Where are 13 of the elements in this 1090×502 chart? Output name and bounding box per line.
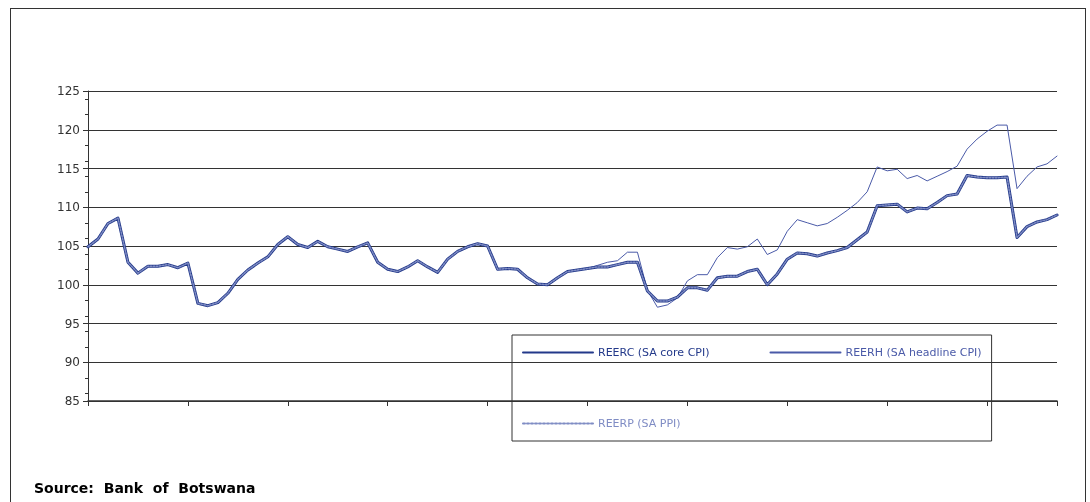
y-tick-label: 115 <box>57 161 80 176</box>
text: REERH (SA headline CPI) <box>845 346 982 359</box>
y-tick-label: 85 <box>64 394 80 408</box>
y-tick-label: 120 <box>57 122 80 137</box>
y-tick-label: 90 <box>64 355 80 370</box>
source-note: Source: Bank of Botswana <box>34 480 256 496</box>
text: REERP (SA PPI) <box>598 417 681 430</box>
y-tick-label: 110 <box>57 200 80 215</box>
text: REERC (SA core CPI) <box>598 346 710 359</box>
y-tick-label: 125 <box>57 84 80 98</box>
y-tick-label: 105 <box>57 239 80 253</box>
y-tick-label: 95 <box>64 316 80 331</box>
y-tick-label: 100 <box>57 277 80 292</box>
